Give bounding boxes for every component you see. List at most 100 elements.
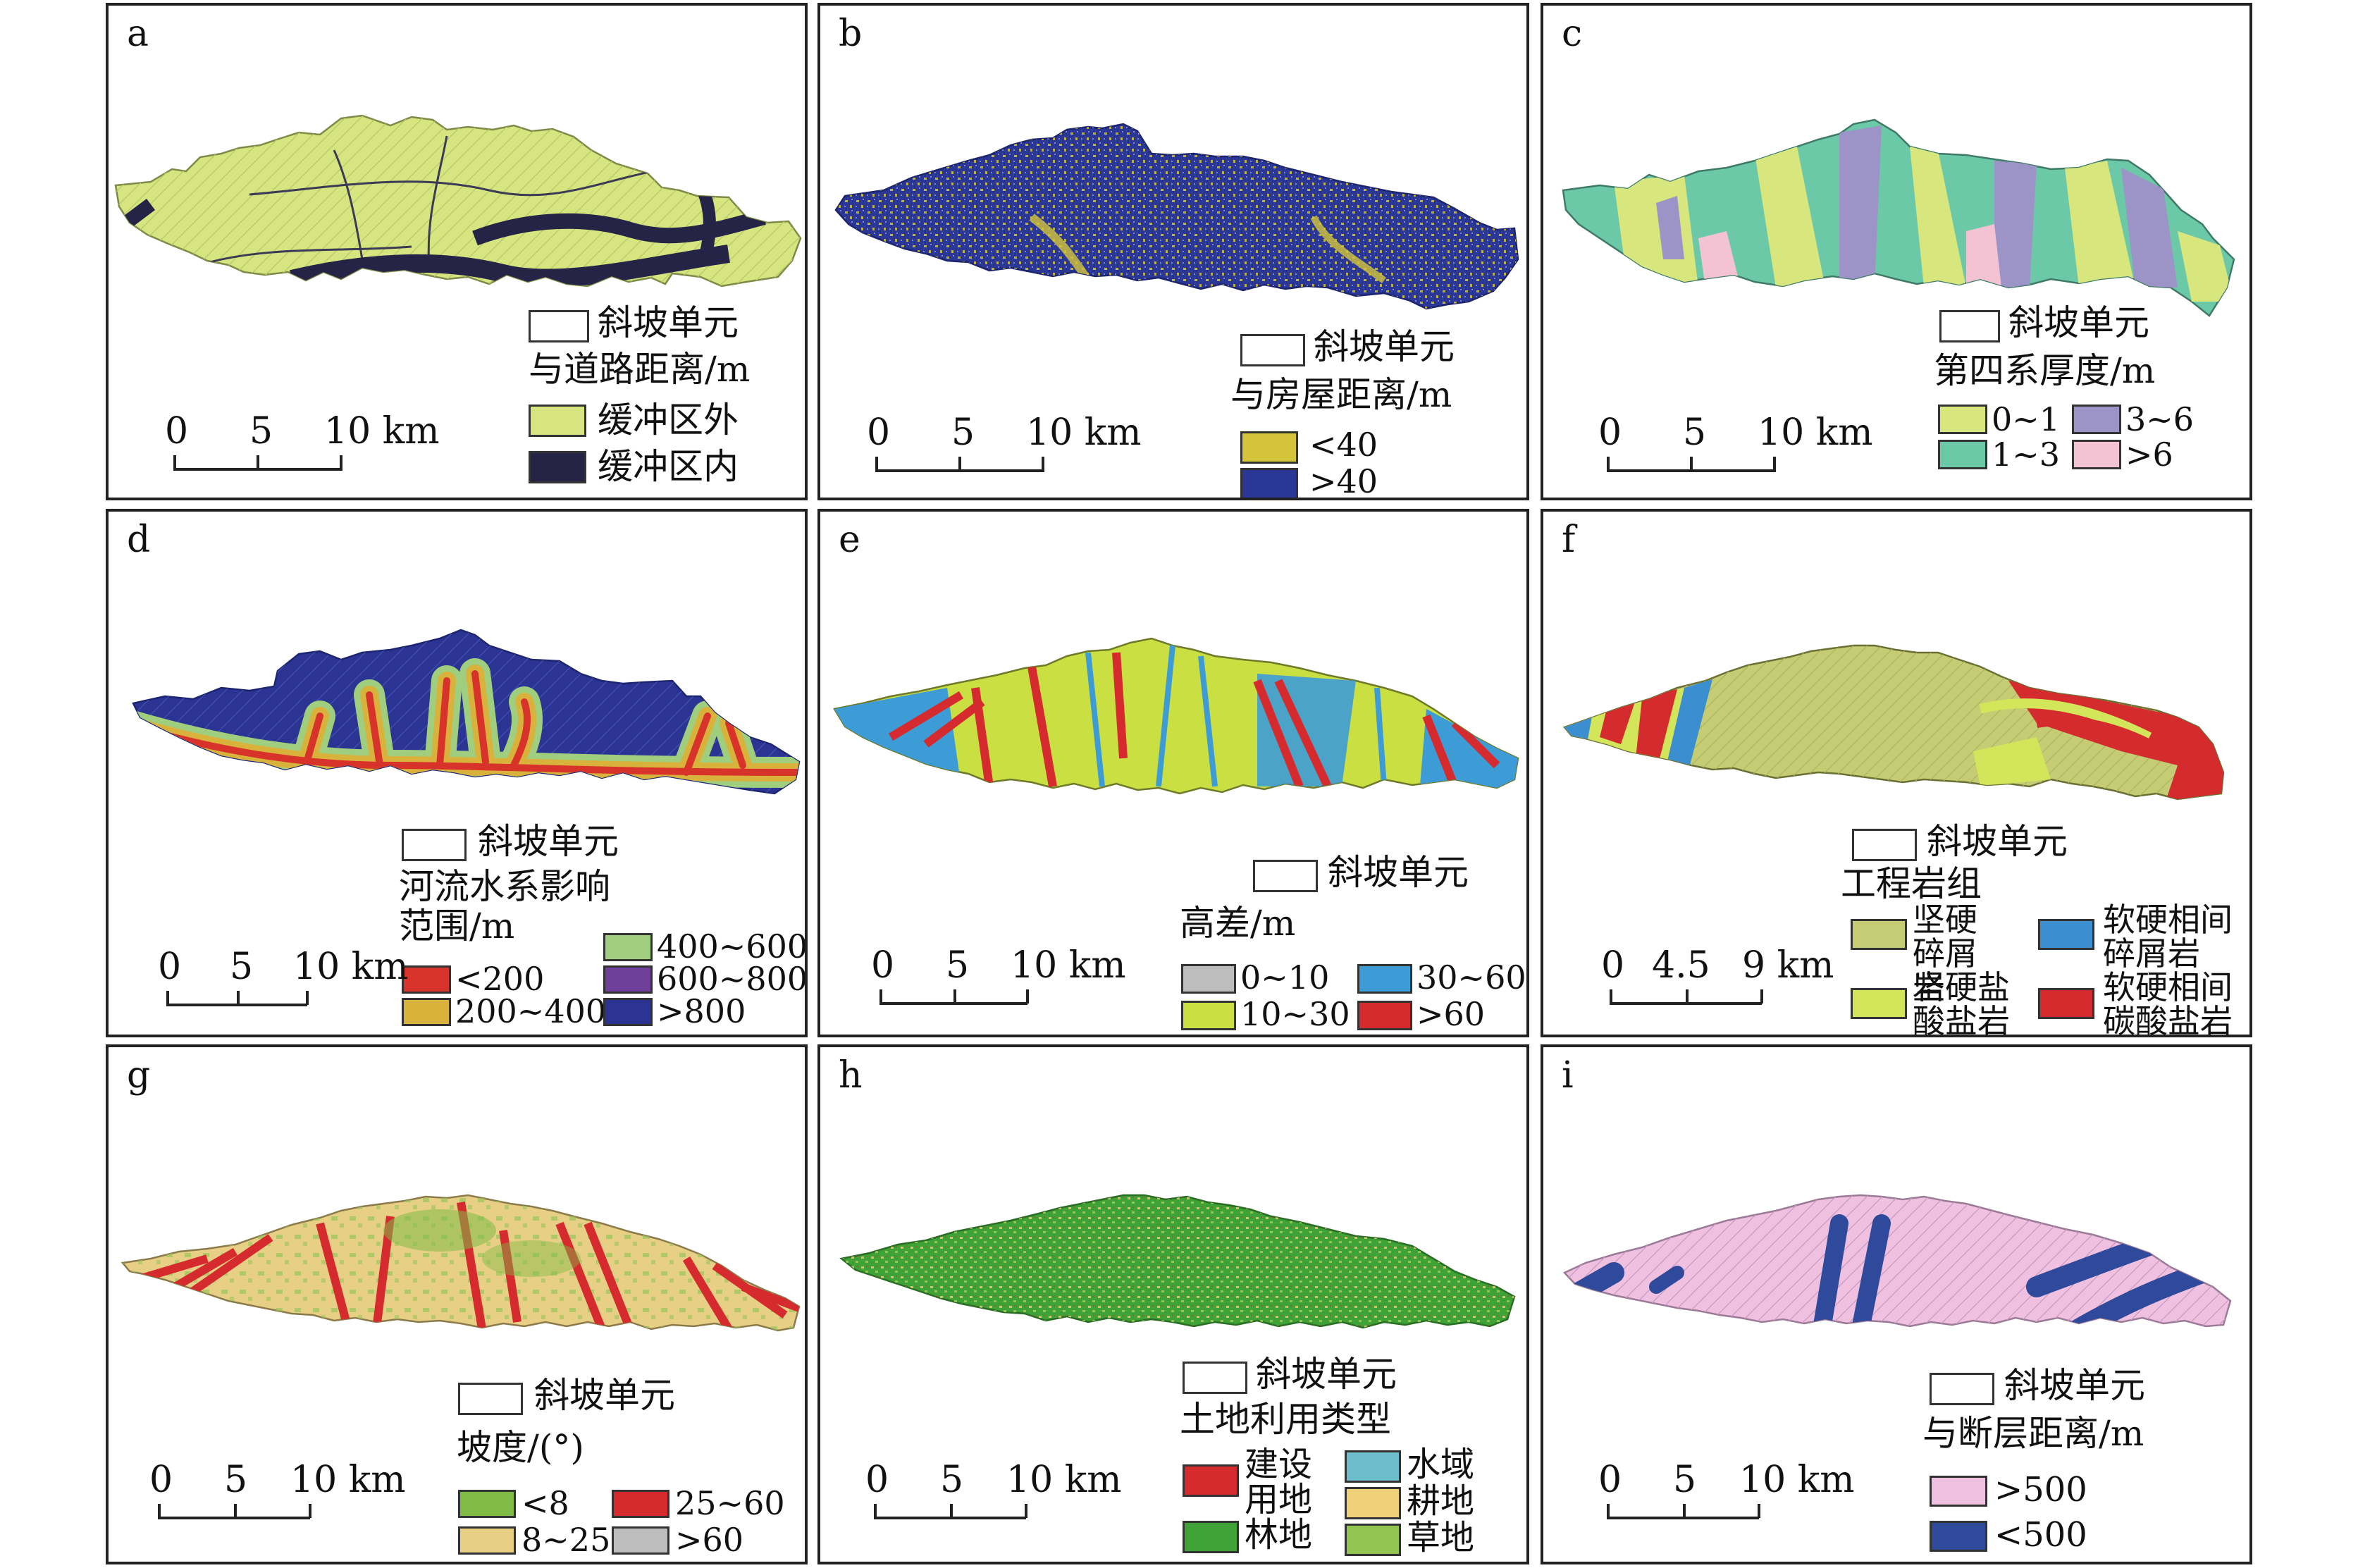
scale-label: 10 km <box>293 946 409 988</box>
panel-letter: e <box>839 519 860 561</box>
scale-label: 4.5 <box>1652 944 1710 987</box>
legend-label: 0~10 <box>1240 958 1330 996</box>
scale-bar: 0 5 10 km <box>867 414 1142 478</box>
legend-swatch <box>1357 964 1412 994</box>
legend-subtitle: 与房屋距离/m <box>1230 374 1452 415</box>
legend-swatch <box>1345 1524 1401 1556</box>
scale-bar: 0 4.5 9 km <box>1601 944 1834 1011</box>
legend-label: 林地 <box>1245 1515 1313 1555</box>
scale-label: 5 <box>230 946 254 988</box>
panel-a: a 斜坡单元 与道路距离/m 缓冲区外 缓冲区内 0 5 10 km <box>106 3 808 500</box>
scale-label: 10 km <box>1011 944 1126 987</box>
panel-letter: d <box>127 519 151 561</box>
legend-swatch <box>1181 1001 1236 1030</box>
legend-swatch <box>1345 1487 1401 1519</box>
scale-bar: 0 5 10 km <box>149 1459 406 1525</box>
panel-c: c 斜坡单元 第四系厚度/m 0~1 1~3 3~6 >6 0 5 10 km <box>1541 3 2252 500</box>
panel-g: g 斜坡单元 坡度/(°) <8 8~25 25~60 >60 0 5 10 k… <box>106 1044 808 1564</box>
legend-swatch <box>1183 1521 1239 1553</box>
legend-swatch <box>603 933 653 961</box>
map-engineering-rock-group <box>1563 644 2225 801</box>
scale-label: 10 km <box>1006 1459 1122 1501</box>
legend-label: 0~1 <box>1992 400 2061 438</box>
legend-unit-label: 斜坡单元 <box>1927 821 2068 862</box>
legend-label: 600~800 <box>657 960 808 998</box>
scale-label: 0 <box>865 1459 889 1501</box>
legend-label: 水域 <box>1407 1445 1475 1484</box>
legend-swatch-unit <box>402 829 467 861</box>
legend-unit-label: 斜坡单元 <box>1314 326 1455 367</box>
legend-label: 缓冲区内 <box>598 446 739 487</box>
scale-bar: 0 5 10 km <box>871 947 1126 1011</box>
panel-letter: g <box>127 1054 151 1097</box>
legend-subtitle: 与道路距离/m <box>529 349 751 390</box>
legend-swatch <box>1240 468 1298 498</box>
legend-swatch-unit <box>1253 860 1318 892</box>
legend-swatch <box>1851 919 1907 950</box>
legend-subtitle: 第四系厚度/m <box>1934 350 2156 391</box>
legend-label: 耕地 <box>1407 1481 1475 1521</box>
legend-subtitle: 高差/m <box>1180 903 1296 944</box>
legend-swatch <box>1357 1001 1412 1030</box>
legend-label: <40 <box>1309 426 1378 464</box>
legend-label: 3~6 <box>2125 400 2195 438</box>
panel-b: b 斜坡单元 与房屋距离/m <40 >40 0 5 10 km <box>817 3 1529 500</box>
map-elevation-difference <box>833 637 1519 795</box>
panel-d: d <box>106 509 808 1037</box>
legend-unit-label: 斜坡单元 <box>2004 1365 2145 1406</box>
panel-letter: i <box>1562 1054 1574 1097</box>
scale-label: 10 km <box>290 1459 406 1501</box>
scale-bar: 0 5 10 km <box>158 946 409 1012</box>
legend-unit-label: 斜坡单元 <box>2008 302 2149 343</box>
legend-label: 软硬相间碎屑岩 <box>2103 901 2233 973</box>
map-quaternary-thickness <box>1562 118 2235 317</box>
map-road-buffer <box>114 114 802 288</box>
legend-swatch <box>458 1526 516 1555</box>
legend-label: 30~60 <box>1416 958 1526 996</box>
scale-label: 0 <box>871 944 895 987</box>
legend-label: 1~3 <box>1992 436 2061 474</box>
scale-label: 9 km <box>1742 944 1834 987</box>
legend-swatch <box>1938 440 1987 469</box>
legend-label: >500 <box>1994 1470 2087 1510</box>
scale-label: 10 km <box>1758 412 1873 454</box>
panel-letter: f <box>1562 519 1576 561</box>
scale-label: 10 km <box>324 410 440 452</box>
panel-h: h 斜坡单元 土地利用类型 建设用地 林地 水域 耕地 草地 0 5 10 km <box>817 1044 1529 1564</box>
scale-label: 5 <box>224 1459 248 1501</box>
legend-swatch <box>1930 1521 1987 1552</box>
legend-subtitle: 与断层距离/m <box>1922 1413 2144 1454</box>
legend-subtitle: 工程岩组 <box>1841 863 1982 904</box>
legend-label: 坚硬盐酸盐岩 <box>1913 968 2010 1037</box>
legend-swatch <box>1345 1450 1401 1483</box>
legend-swatch <box>529 405 586 437</box>
panel-letter: h <box>839 1054 863 1097</box>
legend-unit-label: 斜坡单元 <box>1256 1354 1397 1395</box>
legend-label: 25~60 <box>675 1484 785 1522</box>
legend-label: 10~30 <box>1240 995 1350 1033</box>
legend-label: >40 <box>1309 462 1378 500</box>
panel-f: f 斜坡单元 工程岩组 坚硬碎屑岩 坚硬盐酸盐岩 软硬相间碎屑岩 软硬相间碳酸盐… <box>1541 509 2252 1037</box>
legend-unit-label: 斜坡单元 <box>534 1375 675 1416</box>
scale-label: 0 <box>149 1459 173 1501</box>
legend-swatch <box>612 1490 669 1518</box>
legend-swatch <box>612 1526 669 1555</box>
legend-swatch-unit <box>529 310 589 342</box>
scale-label: 10 km <box>1026 412 1142 454</box>
scale-bar: 0 5 10 km <box>1598 1462 1855 1525</box>
legend-swatch <box>603 965 653 994</box>
scale-label: 10 km <box>1739 1459 1855 1501</box>
legend-label: 草地 <box>1407 1518 1475 1557</box>
legend-label: >60 <box>1416 995 1486 1033</box>
legend-swatch <box>2038 919 2094 950</box>
legend-swatch <box>2038 988 2094 1019</box>
legend-swatch <box>1851 988 1907 1019</box>
legend-swatch <box>2072 440 2121 469</box>
legend-swatch <box>1183 1464 1239 1497</box>
legend-unit-label: 斜坡单元 <box>1328 852 1469 893</box>
legend-swatch <box>1181 964 1236 994</box>
legend-label: 建设用地 <box>1245 1445 1313 1519</box>
legend-swatch-unit <box>458 1383 523 1415</box>
legend-swatch <box>1240 431 1298 464</box>
legend-swatch <box>2072 405 2121 434</box>
